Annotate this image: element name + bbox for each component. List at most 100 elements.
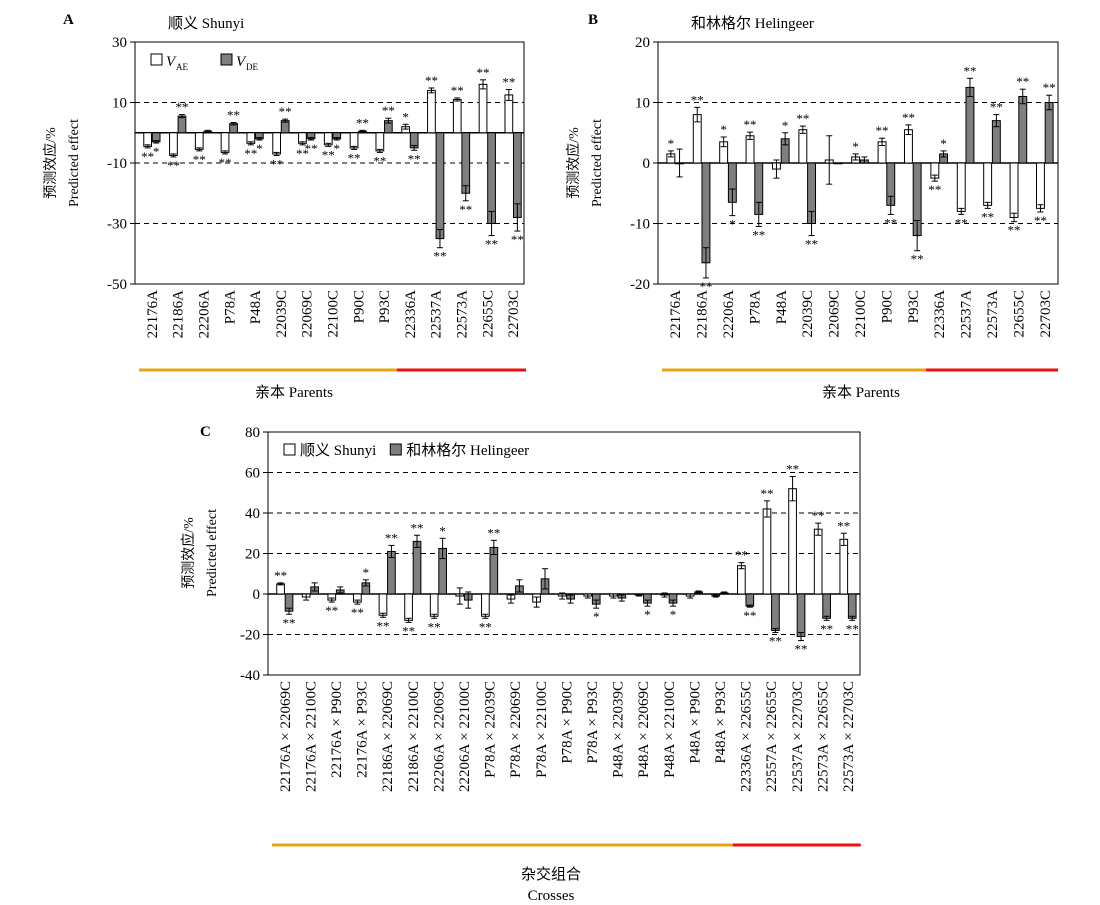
panel-c-ytick-label: -40 (240, 668, 260, 684)
panel-b-category-label: P48A (774, 290, 790, 324)
panel-c-category-label: 22186A × 22069C (380, 681, 396, 792)
panel-c-category-label: P48A × 22039C (611, 681, 627, 778)
panel-a-category-label: 22186A (171, 290, 187, 339)
legend-label: V (236, 54, 247, 70)
panel-c-category-label: P78A × 22100C (534, 681, 550, 778)
panel-b-bar (1044, 102, 1054, 164)
panel-c-ytick-label: 0 (253, 587, 261, 603)
panel-a-sig-mark: ** (296, 146, 309, 161)
legend-label-subscript: AE (176, 62, 188, 72)
panel-a-xlabel: 亲本 Parents (255, 384, 333, 401)
panel-a-ytick-label: 10 (112, 96, 127, 112)
panel-a-category-label: P48A (248, 290, 264, 324)
panel-c-bar (813, 528, 823, 595)
panel-a-ylabel-cn: 预测效应/% (42, 127, 59, 199)
panel-c-bar (839, 538, 849, 595)
panel-b-sig-mark: ** (990, 100, 1003, 115)
panel-a-bar (169, 132, 178, 156)
panel-c-sig-mark: ** (274, 568, 287, 583)
panel-a-sig-mark: ** (348, 150, 361, 165)
panel-b-category-label: 22573A (985, 290, 1001, 339)
panel-a-category-label: 22703C (506, 290, 522, 338)
panel-a-ytick-label: -30 (107, 217, 127, 233)
panel-c-sig-mark: * (363, 565, 370, 580)
panel-c-category-label: P48A × 22100C (662, 681, 678, 778)
panel-a-title: 顺义 Shunyi (168, 15, 244, 32)
panel-b-bar (965, 86, 975, 164)
panel-a-category-label: 22100C (326, 290, 342, 338)
panel-b-letter: B (588, 12, 598, 28)
panel-b-ytick-label: 20 (635, 35, 650, 51)
panel-c-ytick-label: -20 (240, 628, 260, 644)
panel-b-sig-mark: * (668, 136, 675, 151)
panel-a-sig-mark: ** (408, 151, 421, 166)
panel-c-sig-mark: ** (411, 520, 424, 535)
panel-a-sig-mark: * (334, 141, 341, 156)
panel-c-ylabel-en: Predicted effect (205, 509, 220, 597)
panel-b-category-label: 22176A (668, 290, 684, 339)
legend-swatch (283, 443, 296, 456)
panel-c-letter: C (200, 424, 211, 440)
panel-a-ytick-label: -50 (107, 277, 127, 293)
panel-b-sig-mark: ** (1008, 223, 1021, 238)
panel-a-sig-mark: ** (451, 83, 464, 98)
panel-c-category-label: 22573A × 22703C (841, 681, 857, 792)
panel-b-sig-mark: ** (699, 279, 712, 294)
panel-c-sig-mark: ** (812, 508, 825, 523)
panel-c-sig-mark: ** (402, 623, 415, 638)
panel-b-bar (956, 162, 966, 212)
panel-b-sig-mark: * (940, 136, 947, 151)
panel-a-ytick-label: -10 (107, 156, 127, 172)
panel-b-bar (1009, 162, 1019, 218)
panel-c-sig-mark: * (593, 609, 600, 624)
panel-a-bar (272, 132, 282, 155)
panel-a-legend: V AE V DE (150, 53, 258, 72)
panel-a-category-label: 22573A (455, 290, 471, 339)
panel-b-category-label: 22100C (853, 290, 869, 338)
panel-a-category-label: 22655C (480, 290, 496, 338)
panel-c-sig-mark: ** (786, 462, 799, 477)
panel-b-category-label: P78A (747, 290, 763, 324)
panel-c-bar (404, 593, 413, 621)
panel-a-sig-mark: ** (459, 202, 472, 217)
panel-c-ylabel-cn: 预测效应/% (180, 517, 197, 589)
panel-c-sig-mark: ** (283, 615, 296, 630)
panel-b-ytick-label: 10 (635, 96, 650, 112)
panel-c-sig-mark: ** (743, 608, 756, 623)
panel-a-category-label: P90C (351, 290, 367, 323)
panel-c-category-label: P78A × 22069C (508, 681, 524, 778)
panel-c-category-label: 22176A × 22100C (303, 681, 319, 792)
panel-a-sig-mark: ** (279, 104, 292, 119)
panel-a-sig-mark: ** (485, 237, 498, 252)
panel-c-sig-mark: ** (760, 486, 773, 501)
panel-a-bar (427, 89, 436, 134)
panel-b-sig-mark: ** (981, 209, 994, 224)
panel-b-bar (983, 162, 993, 206)
panel-c-bar (788, 488, 797, 595)
panel-b-category-label: 22655C (1011, 290, 1027, 338)
panel-c-sig-mark: ** (837, 518, 850, 533)
panel-c-bar (822, 593, 831, 619)
panel-c-category-label: 22336A × 22655C (739, 681, 755, 792)
panel-a-bar (375, 132, 385, 152)
panel-b-sig-mark: ** (955, 215, 968, 230)
panel-b-category-label: 22039C (800, 290, 816, 338)
legend-swatch (389, 443, 402, 456)
panel-b-category-label: P93C (906, 290, 922, 323)
panel-a-bar (177, 115, 187, 134)
panel-c-bar (378, 593, 388, 616)
panel-b-sig-mark: ** (744, 117, 757, 132)
panel-a-ylabel-en: Predicted effect (67, 119, 82, 207)
panel-c-bar (762, 508, 772, 595)
panel-a-sig-mark: ** (193, 152, 206, 167)
panel-b-category-label: 22336A (932, 290, 948, 339)
panel-a-letter: A (63, 12, 74, 28)
panel-b-category-label: P90C (879, 290, 895, 323)
panel-b-category-label: 22206A (721, 290, 737, 339)
panel-b-sig-mark: ** (902, 110, 915, 125)
panel-a-sig-mark: ** (425, 73, 438, 88)
panel-a-sig-mark: ** (477, 65, 490, 80)
panel-a-bar (452, 98, 462, 134)
panel-c-xlabel-cn: 杂交组合 (521, 865, 581, 883)
